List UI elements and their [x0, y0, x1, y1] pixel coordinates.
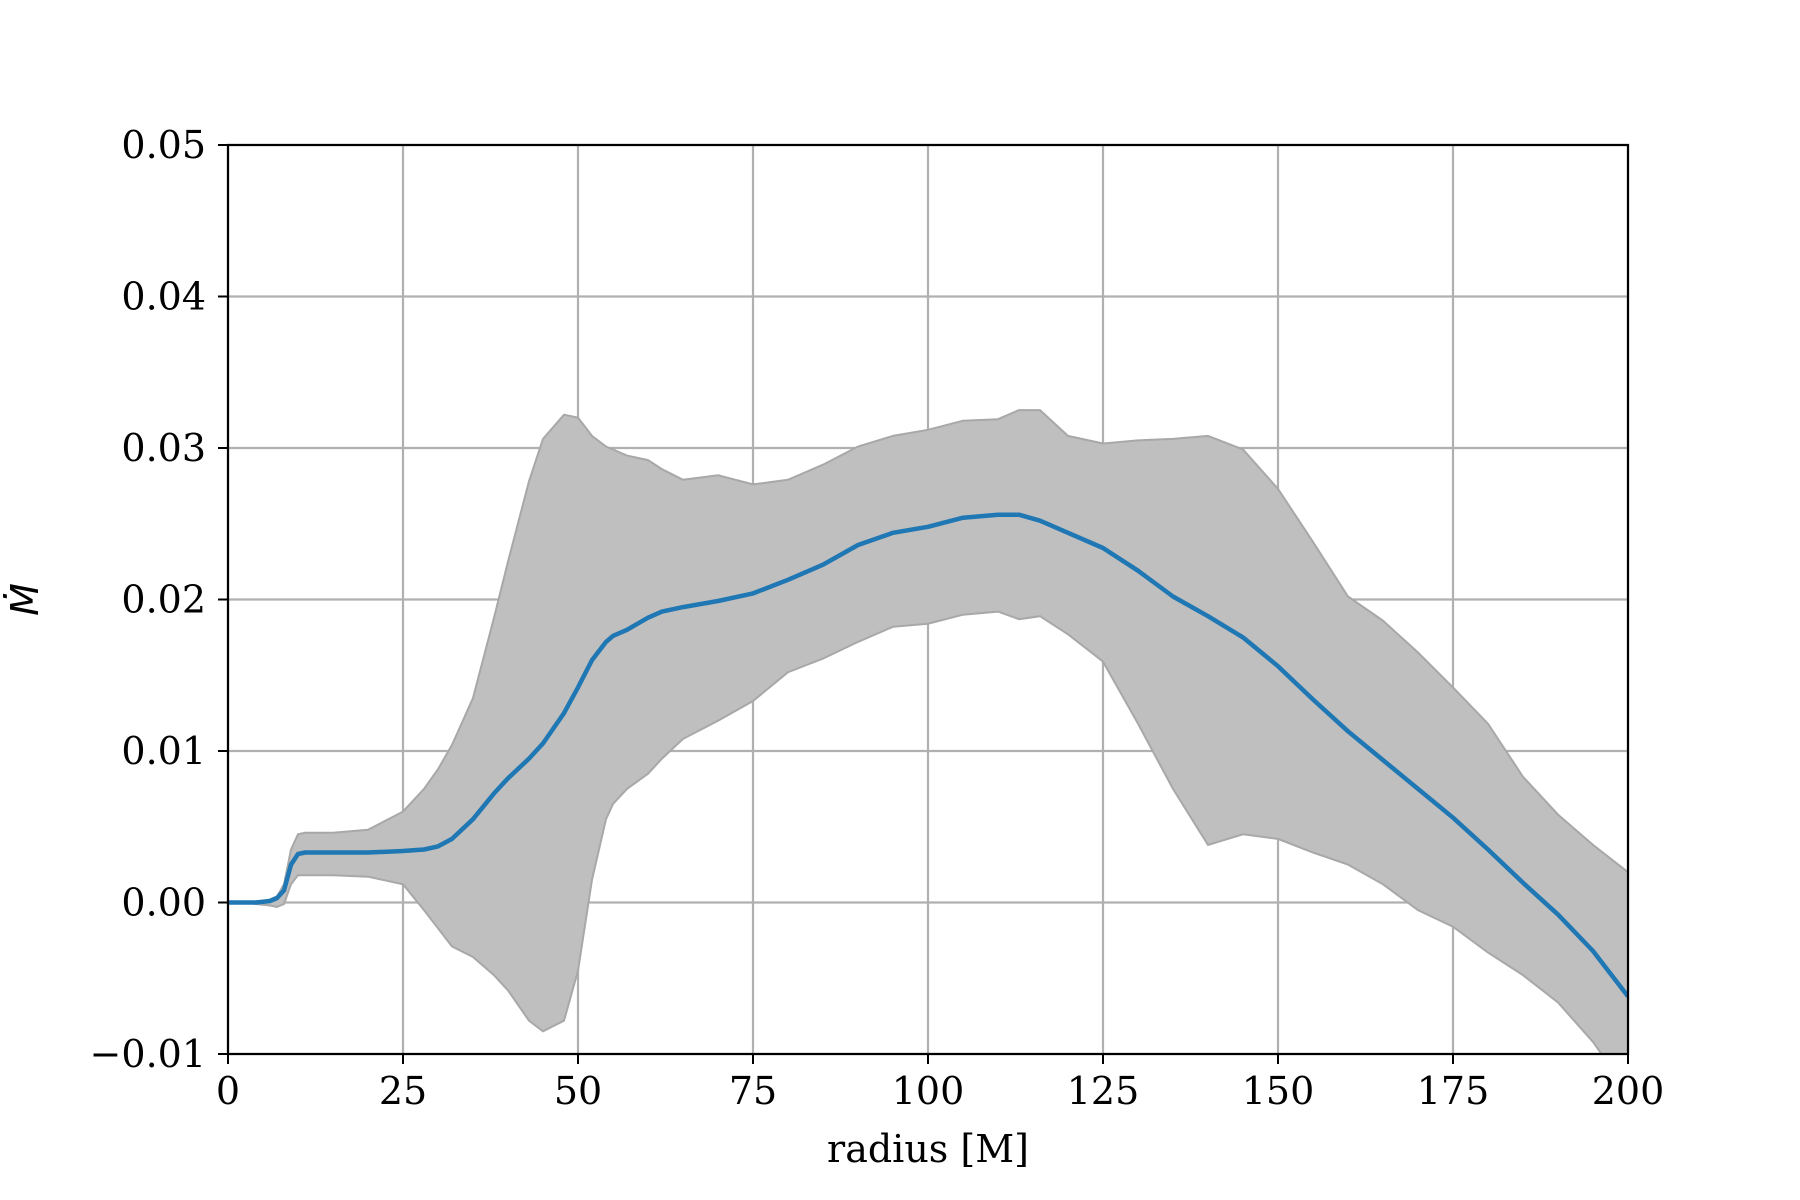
x-tick-label: 125	[1067, 1069, 1140, 1113]
x-axis-label: radius [M]	[827, 1127, 1029, 1171]
y-tick-label: 0.04	[121, 275, 206, 319]
x-axis-ticks: 0 25 50 75 100 125 150 175 200	[216, 1054, 1664, 1113]
x-tick-label: 100	[892, 1069, 965, 1113]
y-tick-label: 0.03	[121, 426, 206, 470]
series-line	[228, 512, 1628, 998]
y-axis-ticks: −0.01 0.00 0.01 0.02 0.03 0.04 0.05	[90, 123, 228, 1076]
y-tick-label: 0.00	[121, 881, 206, 925]
x-tick-label: 175	[1417, 1069, 1490, 1113]
plot-area	[228, 409, 1628, 1054]
x-tick-label: 0	[216, 1069, 240, 1113]
y-tick-label: 0.01	[121, 729, 206, 773]
y-tick-label: 0.02	[121, 578, 206, 622]
x-tick-label: 50	[554, 1069, 602, 1113]
x-tick-label: 75	[729, 1069, 777, 1113]
x-tick-label: 200	[1592, 1069, 1665, 1113]
y-axis-label: Ṁ	[3, 583, 47, 616]
y-tick-label: 0.05	[121, 123, 206, 167]
y-tick-label: −0.01	[90, 1032, 206, 1076]
uncertainty-band	[228, 409, 1628, 1054]
x-tick-label: 25	[379, 1069, 427, 1113]
x-tick-label: 150	[1242, 1069, 1315, 1113]
